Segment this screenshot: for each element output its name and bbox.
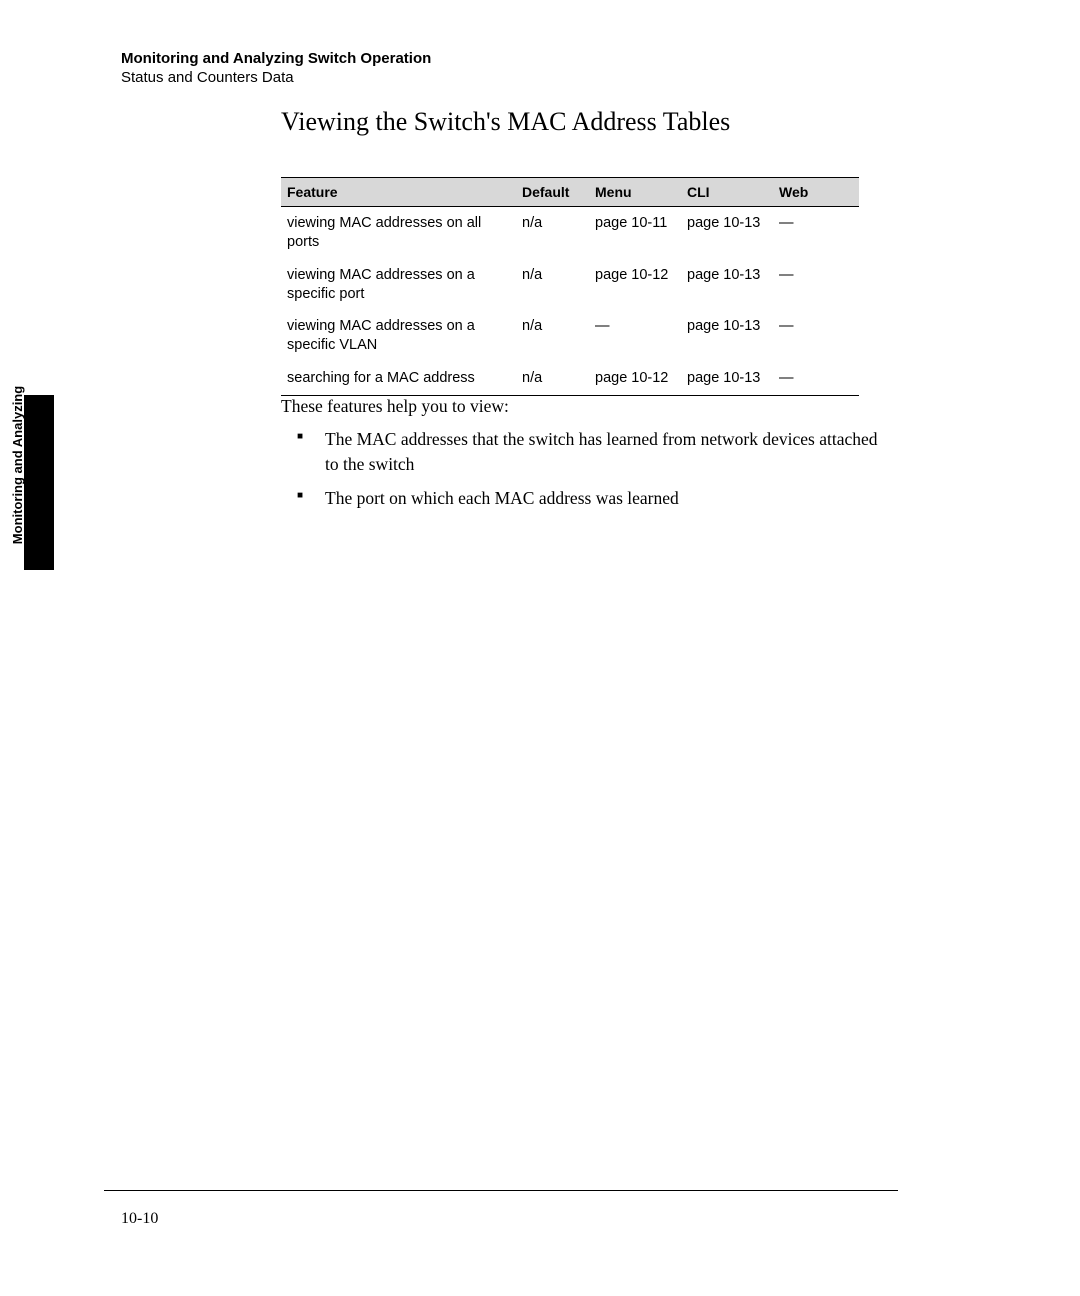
table-row: viewing MAC addresses on a specific port…: [281, 259, 859, 311]
page-number: 10-10: [121, 1210, 158, 1228]
cell-web: —: [773, 259, 859, 311]
th-default: Default: [516, 178, 589, 207]
cell-feature: viewing MAC addresses on a specific port: [281, 259, 516, 311]
header-subtitle: Status and Counters Data: [121, 69, 431, 86]
header-title: Monitoring and Analyzing Switch Operatio…: [121, 50, 431, 67]
body-text: These features help you to view: The MAC…: [281, 396, 891, 519]
bullet-item: The MAC addresses that the switch has le…: [301, 427, 891, 478]
table-row: viewing MAC addresses on a specific VLAN…: [281, 310, 859, 362]
cell-cli: page 10-13: [681, 207, 773, 259]
cell-feature: searching for a MAC address: [281, 362, 516, 395]
cell-feature: viewing MAC addresses on a specific VLAN: [281, 310, 516, 362]
bullet-list: The MAC addresses that the switch has le…: [281, 427, 891, 511]
cell-menu: —: [589, 310, 681, 362]
table-row: searching for a MAC address n/a page 10-…: [281, 362, 859, 395]
cell-default: n/a: [516, 362, 589, 395]
cell-web: —: [773, 207, 859, 259]
th-cli: CLI: [681, 178, 773, 207]
cell-menu: page 10-12: [589, 362, 681, 395]
th-feature: Feature: [281, 178, 516, 207]
page-header: Monitoring and Analyzing Switch Operatio…: [121, 50, 431, 86]
cell-default: n/a: [516, 259, 589, 311]
bullet-item: The port on which each MAC address was l…: [301, 486, 891, 511]
cell-menu: page 10-12: [589, 259, 681, 311]
table-header-row: Feature Default Menu CLI Web: [281, 178, 859, 207]
footer-rule: [104, 1190, 898, 1191]
table-row: viewing MAC addresses on all ports n/a p…: [281, 207, 859, 259]
cell-feature: viewing MAC addresses on all ports: [281, 207, 516, 259]
th-menu: Menu: [589, 178, 681, 207]
cell-cli: page 10-13: [681, 310, 773, 362]
th-web: Web: [773, 178, 859, 207]
feature-table: Feature Default Menu CLI Web viewing MAC…: [281, 177, 859, 396]
side-tab-label-line2: Switch Operation: [26, 375, 41, 555]
side-tab-label-line1: Monitoring and Analyzing: [10, 375, 25, 555]
cell-default: n/a: [516, 207, 589, 259]
cell-cli: page 10-13: [681, 259, 773, 311]
cell-web: —: [773, 362, 859, 395]
cell-web: —: [773, 310, 859, 362]
cell-default: n/a: [516, 310, 589, 362]
section-title: Viewing the Switch's MAC Address Tables: [281, 107, 730, 137]
cell-cli: page 10-13: [681, 362, 773, 395]
intro-line: These features help you to view:: [281, 396, 891, 417]
cell-menu: page 10-11: [589, 207, 681, 259]
